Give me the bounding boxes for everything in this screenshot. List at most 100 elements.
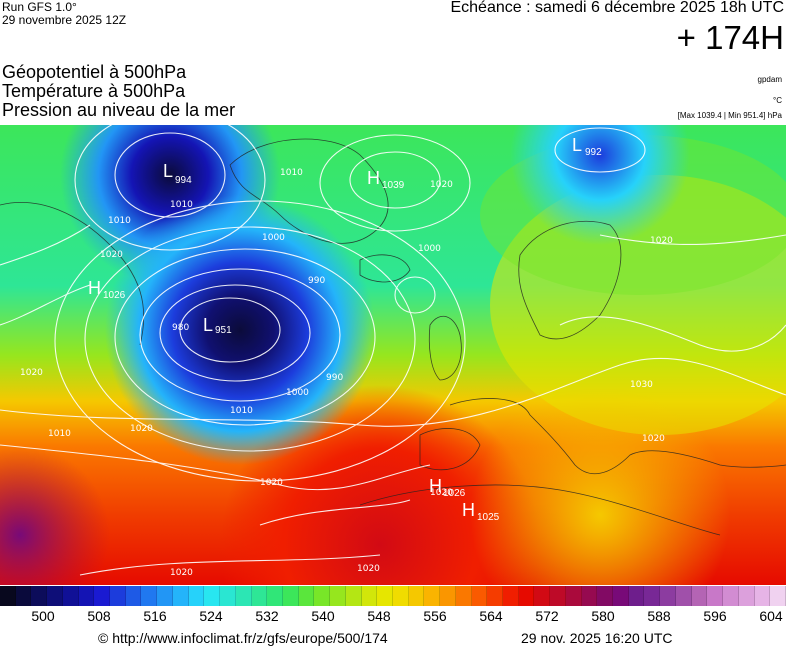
colorbar-tick-label: 524: [199, 608, 223, 624]
pressure-center-value: 1039: [382, 180, 405, 191]
iberia-coast: [419, 428, 481, 471]
isobar-1020-azores: [259, 499, 411, 526]
pressure-center-type: H: [429, 476, 442, 496]
isobar-label-1: 1010: [108, 216, 131, 226]
colorbar-swatch: [408, 586, 425, 606]
footer-url[interactable]: © http://www.infoclimat.fr/z/gfs/europe/…: [98, 630, 388, 646]
isobar-small-low: [394, 276, 436, 314]
uk-coast: [428, 315, 462, 381]
isobar-low-992: [554, 127, 646, 173]
isobar-label-16: 1020: [260, 478, 283, 488]
unit-temperature: °C: [773, 96, 782, 105]
isobar-label-22: 980: [172, 323, 189, 333]
isobar-value-labels: 1010 1010 1020 1010 1000 1020 1000 990 1…: [20, 168, 673, 578]
isobar-label-21: 1020: [20, 368, 43, 378]
colorbar-swatch: [550, 586, 566, 606]
isobar-951-2: [159, 284, 311, 382]
isobar-label-14: 1020: [130, 424, 153, 434]
isobar-high-1039-outer: [319, 134, 471, 232]
colorbar-tick-label: 532: [255, 608, 279, 624]
isobar-label-8: 990: [308, 276, 325, 286]
isobars: [0, 125, 786, 576]
high-north-africa-west: H 1026: [429, 476, 466, 499]
colorbar-swatch: [47, 586, 63, 606]
pressure-centers: L 994 L 992 H 1039 H 1026 L 951 H 1026: [88, 135, 602, 523]
footer-generated-date: 29 nov. 2025 16:20 UTC: [521, 630, 673, 646]
colorbar-swatch: [660, 586, 676, 606]
colorbar-swatch: [455, 586, 472, 606]
low-norwegian-sea: L 992: [572, 135, 602, 158]
high-canada: H 1026: [88, 278, 126, 301]
isobar-1030-europe: [559, 316, 786, 352]
colorbar-swatch: [754, 586, 771, 606]
colorbar-swatch: [298, 586, 315, 606]
colorbar-swatch: [0, 586, 16, 606]
colorbar-swatch: [330, 586, 346, 606]
isobar-label-10: 1030: [630, 380, 653, 390]
isobar-label-9: 1020: [650, 236, 673, 246]
colorbar-swatch: [440, 586, 456, 606]
colorbar-tick-label: 588: [647, 608, 671, 624]
pressure-center-type: H: [462, 500, 475, 520]
colorbar-swatch: [110, 586, 126, 606]
colorbar-swatch: [471, 586, 488, 606]
isobar-1020-scandinavia: [599, 234, 786, 245]
colorbar-swatch: [581, 586, 598, 606]
colorbar-swatch: [723, 586, 739, 606]
run-date: 29 novembre 2025 12Z: [2, 13, 127, 27]
colorbar-tick-label: 540: [311, 608, 335, 624]
colorbar-swatch: [644, 586, 661, 606]
colorbar-swatch: [738, 586, 755, 606]
high-north-africa-east: H 1025: [462, 500, 500, 523]
colorbar-swatch: [534, 586, 551, 606]
colorbar-swatch: [62, 586, 79, 606]
colorbar-swatch: [707, 586, 724, 606]
colorbar-tick-label: 516: [143, 608, 167, 624]
colorbar-swatch: [314, 586, 331, 606]
colorbar-swatch: [188, 586, 205, 606]
colorbar-swatch: [204, 586, 221, 606]
isobar-low-994-outer: [74, 125, 266, 251]
low-north-atlantic: L 951: [203, 315, 232, 336]
isobar-1020-bottom: [79, 554, 381, 576]
isobar-951-1: [179, 297, 281, 363]
isobar-label-12: 1000: [286, 388, 309, 398]
colorbar-swatch: [78, 586, 95, 606]
pressure-center-value: 951: [215, 325, 232, 336]
north-africa-coast: [359, 484, 721, 536]
pressure-center-type: L: [163, 161, 173, 181]
colorbar-swatch: [282, 586, 299, 606]
pressure-center-value: 1025: [477, 512, 500, 523]
colorbar-tick-label: 500: [31, 608, 55, 624]
isobar-label-11: 990: [326, 373, 343, 383]
weather-map: 1010 1010 1020 1010 1000 1020 1000 990 1…: [0, 125, 786, 585]
layer-title-pressure: Pression au niveau de la mer: [2, 100, 236, 120]
europe-south-coast: [449, 398, 786, 474]
colorbar-swatch: [15, 586, 32, 606]
colorbar-tick-label: 596: [703, 608, 727, 624]
colorbar-swatch: [267, 586, 283, 606]
weather-map-svg: 1010 1010 1020 1010 1000 1020 1000 990 1…: [0, 125, 786, 585]
valid-time: Echéance : samedi 6 décembre 2025 18h UT…: [450, 0, 784, 16]
colorbar-swatch: [613, 586, 629, 606]
pressure-center-type: L: [572, 135, 582, 155]
isobar-label-2: 1010: [280, 168, 303, 178]
pressure-center-type: H: [88, 278, 101, 298]
pressure-center-value: 992: [585, 147, 602, 158]
colorbar-swatch: [94, 586, 111, 606]
pressure-center-value: 1026: [443, 488, 466, 499]
isobar-label-7: 1000: [262, 233, 285, 243]
pressure-center-type: H: [367, 168, 380, 188]
colorbar-swatch: [125, 586, 142, 606]
isobar-low-994-inner: [114, 132, 226, 218]
colorbar-swatch: [157, 586, 173, 606]
isobar-label-15: 1010: [48, 429, 71, 439]
high-greenland: H 1039: [367, 168, 405, 191]
colorbar-swatch: [361, 586, 378, 606]
isobar-951-4: [114, 248, 376, 426]
colorbar-swatch: [503, 586, 519, 606]
colorbar-swatch: [220, 586, 236, 606]
unit-pressure-range: [Max 1039.4 | Min 951.4] hPa: [677, 111, 782, 120]
lead-time: + 174H: [676, 19, 784, 56]
colorbar: [0, 586, 786, 606]
